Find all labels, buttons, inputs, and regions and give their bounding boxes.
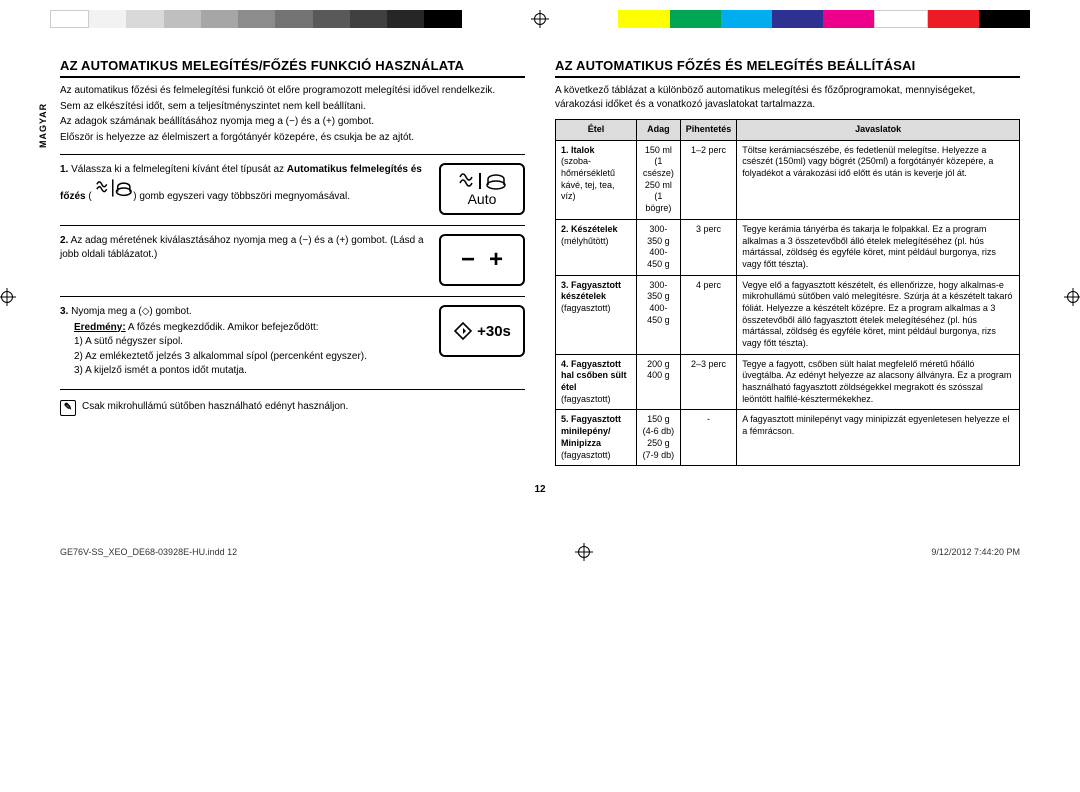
result-2: 2) Az emlékeztető jelzés 3 alkalommal sí… [74,350,427,364]
footer-file: GE76V-SS_XEO_DE68-03928E-HU.indd 12 [60,547,237,557]
th-portion: Adag [637,120,681,141]
step3-num: 3. [60,306,68,317]
start-30s-icon: +30s [439,305,525,357]
step-2: 2. Az adag méretének kiválasztásához nyo… [60,225,525,296]
note-row: ✎ Csak mikrohullámú sütőben használható … [60,400,525,416]
page-number: 12 [60,484,1020,495]
intro-line-2: Sem az elkészítési időt, sem a teljesítm… [60,100,525,114]
step2-num: 2. [60,235,68,246]
intro-line-4: Először is helyezze az élelmiszert a for… [60,131,525,145]
right-heading: AZ AUTOMATIKUS FŐZÉS ÉS MELEGÍTÉS BEÁLLÍ… [555,58,1020,78]
left-column: AZ AUTOMATIKUS MELEGÍTÉS/FŐZÉS FUNKCIÓ H… [60,58,525,466]
step1-text-b: gomb egyszeri vagy többszöri megnyomásáv… [139,191,350,202]
intro-line-1: Az automatikus főzési és felmelegítési f… [60,84,525,98]
print-footer: GE76V-SS_XEO_DE68-03928E-HU.indd 12 9/12… [0,535,1080,575]
result-text: A főzés megkezdődik. Amikor befejeződött… [128,322,319,333]
table-row: 1. Italok(szoba-hőmérsékletű kávé, tej, … [556,140,1020,219]
table-row: 2. Készételek(mélyhűtött)300-350 g400-45… [556,219,1020,275]
result-3: 3) A kijelző ismét a pontos időt mutatja… [74,364,427,378]
registration-mark-right [1064,288,1080,306]
language-tab: MAGYAR [38,103,48,148]
registration-mark-left [0,288,16,306]
right-column: AZ AUTOMATIKUS FŐZÉS ÉS MELEGÍTÉS BEÁLLÍ… [555,58,1020,466]
table-row: 4. Fagyasztott hal csőben sült étel(fagy… [556,354,1020,410]
plus-icon: + [489,246,503,274]
step1-num: 1. [60,164,68,175]
heat-cook-glyph [92,177,134,199]
th-food: Étel [556,120,637,141]
left-heading: AZ AUTOMATIKUS MELEGÍTÉS/FŐZÉS FUNKCIÓ H… [60,58,525,78]
right-intro: A következő táblázat a különböző automat… [555,84,1020,111]
table-row: 3. Fagyasztott készételek(fagyasztott)30… [556,275,1020,354]
note-text: Csak mikrohullámú sütőben használható ed… [82,400,348,414]
registration-mark-top [531,10,549,28]
left-intro: Az automatikus főzési és felmelegítési f… [60,84,525,144]
auto-label: Auto [468,191,497,207]
table-row: 5. Fagyasztott minilepény/ Minipizza(fag… [556,410,1020,466]
registration-mark-bottom [575,543,593,561]
plus30s-label: +30s [477,323,511,340]
step3-text: Nyomja meg a (◇) gombot. [71,306,192,317]
footer-date: 9/12/2012 7:44:20 PM [931,547,1020,557]
th-rest: Pihentetés [680,120,737,141]
step-3: 3. Nyomja meg a (◇) gombot. Eredmény: A … [60,296,525,390]
step2-text: Az adag méretének kiválasztásához nyomja… [60,235,424,260]
minus-icon: − [461,246,475,274]
program-table: Étel Adag Pihentetés Javaslatok 1. Italo… [555,119,1020,466]
intro-line-3: Az adagok számának beállításához nyomja … [60,115,525,129]
step1-text-a: Válassza ki a felmelegíteni kívánt étel … [71,164,284,175]
note-icon: ✎ [60,400,76,416]
auto-button-icon: Auto [439,163,525,215]
result-1: 1) A sütő négyszer sípol. [74,335,427,349]
th-tips: Javaslatok [737,120,1020,141]
step-1: 1. Válassza ki a felmelegíteni kívánt ét… [60,154,525,225]
result-label: Eredmény: [74,322,126,333]
minus-plus-icon: − + [439,234,525,286]
